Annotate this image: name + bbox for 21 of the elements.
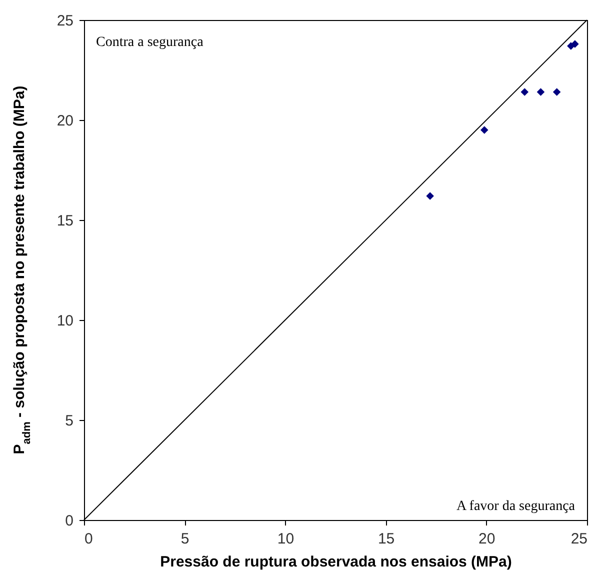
point — [520, 88, 528, 96]
point — [571, 40, 579, 48]
y-tick-label: 5 — [65, 412, 74, 430]
point — [426, 192, 434, 200]
x-tick-label: 20 — [478, 530, 496, 548]
annotation: Contra a segurança — [96, 35, 204, 50]
y-tick-label: 0 — [65, 512, 74, 530]
y-tick-label: 15 — [56, 212, 74, 230]
y-tick-label: 10 — [56, 312, 74, 330]
y-tick-label: 20 — [56, 112, 74, 130]
point — [552, 88, 561, 96]
annotation: A favor da segurança — [456, 499, 576, 514]
x-tick-label: 15 — [378, 530, 395, 548]
x-tick-label: 25 — [570, 530, 588, 548]
x-tick-label: 5 — [180, 530, 190, 548]
point — [480, 126, 488, 134]
y-tick-label: 25 — [56, 12, 74, 30]
x-axis-title: Pressão de ruptura observada nos ensaios (MPa) — [160, 554, 512, 570]
x-tick-label: 10 — [277, 530, 294, 548]
point — [536, 88, 545, 96]
x-tick-label: 0 — [84, 530, 93, 548]
